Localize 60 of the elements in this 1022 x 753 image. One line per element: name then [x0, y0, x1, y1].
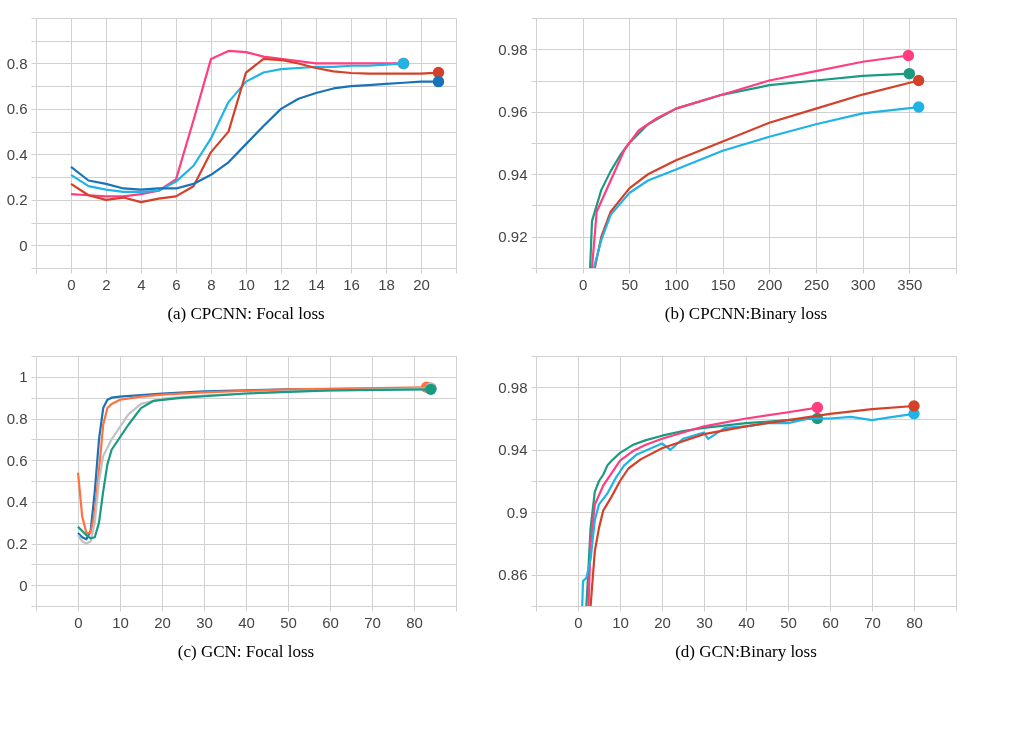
y-tick-label: 0.96: [498, 103, 528, 121]
y-tick-label: 0.92: [498, 228, 528, 246]
x-tick-label: 80: [906, 613, 923, 631]
text: (b) CPCNN:Binary loss: [664, 304, 828, 323]
x-tick-label: 350: [897, 275, 923, 293]
x-tick-label: 70: [364, 613, 381, 631]
y-tick-label: 0.94: [498, 165, 528, 183]
y-tick-label: 0.98: [498, 378, 528, 396]
y-tick-label: 0.2: [6, 535, 28, 552]
x-tick-label: 10: [112, 613, 129, 631]
x-tick-label: 60: [822, 613, 839, 631]
x-tick-label: 50: [621, 275, 639, 293]
x-tick-label: 70: [864, 613, 881, 631]
x-tick-label: 20: [654, 613, 671, 631]
text: (c) GCN: Focal loss: [177, 642, 315, 661]
text: (d) GCN:Binary loss: [675, 642, 817, 661]
x-tick-label: 20: [154, 613, 171, 631]
y-tick-label: 0: [19, 576, 28, 594]
x-tick-label: 40: [238, 613, 255, 631]
y-tick-label: 0: [19, 236, 28, 254]
x-tick-label: 20: [413, 275, 430, 293]
x-tick-label: 150: [710, 275, 736, 293]
y-tick-label: 0.6: [6, 100, 28, 118]
x-tick-label: 100: [663, 275, 690, 293]
x-tick-label: 2: [102, 275, 111, 293]
x-tick-label: 0: [574, 613, 583, 631]
x-tick-label: 18: [378, 275, 395, 293]
y-tick-label: 0.98: [498, 40, 528, 58]
x-tick-label: 0: [74, 613, 83, 631]
x-tick-label: 40: [738, 613, 755, 631]
text: (a) CPCNN: Focal loss: [167, 304, 325, 323]
x-tick-label: 16: [343, 275, 360, 293]
x-tick-label: 50: [280, 613, 297, 631]
x-tick-label: 80: [406, 613, 423, 631]
x-tick-label: 250: [803, 275, 830, 293]
y-tick-label: 0.8: [6, 54, 28, 72]
x-tick-label: 30: [196, 613, 213, 631]
y-tick-label: 0.86: [498, 566, 528, 584]
x-tick-label: 4: [137, 275, 146, 293]
y-tick-label: 0.2: [6, 191, 28, 209]
x-tick-label: 6: [172, 275, 181, 293]
y-tick-label: 1: [19, 368, 28, 386]
x-tick-label: 12: [273, 275, 290, 293]
x-tick-label: 0: [67, 275, 76, 293]
y-tick-label: 0.6: [6, 451, 28, 469]
x-tick-label: 0: [578, 275, 588, 293]
y-tick-label: 0.8: [6, 410, 28, 427]
y-tick-label: 0.4: [6, 145, 28, 163]
x-tick-label: 200: [757, 275, 783, 293]
x-tick-label: 50: [780, 613, 797, 631]
y-tick-label: 0.94: [498, 441, 528, 459]
y-tick-label: 0.9: [506, 503, 528, 521]
x-tick-label: 8: [207, 275, 216, 293]
x-tick-label: 30: [696, 613, 713, 631]
x-tick-label: 14: [308, 275, 325, 293]
x-tick-label: 10: [612, 613, 629, 631]
x-tick-label: 300: [850, 275, 876, 293]
x-tick-label: 60: [322, 613, 339, 631]
x-tick-label: 10: [238, 275, 255, 293]
y-tick-label: 0.4: [6, 493, 28, 511]
